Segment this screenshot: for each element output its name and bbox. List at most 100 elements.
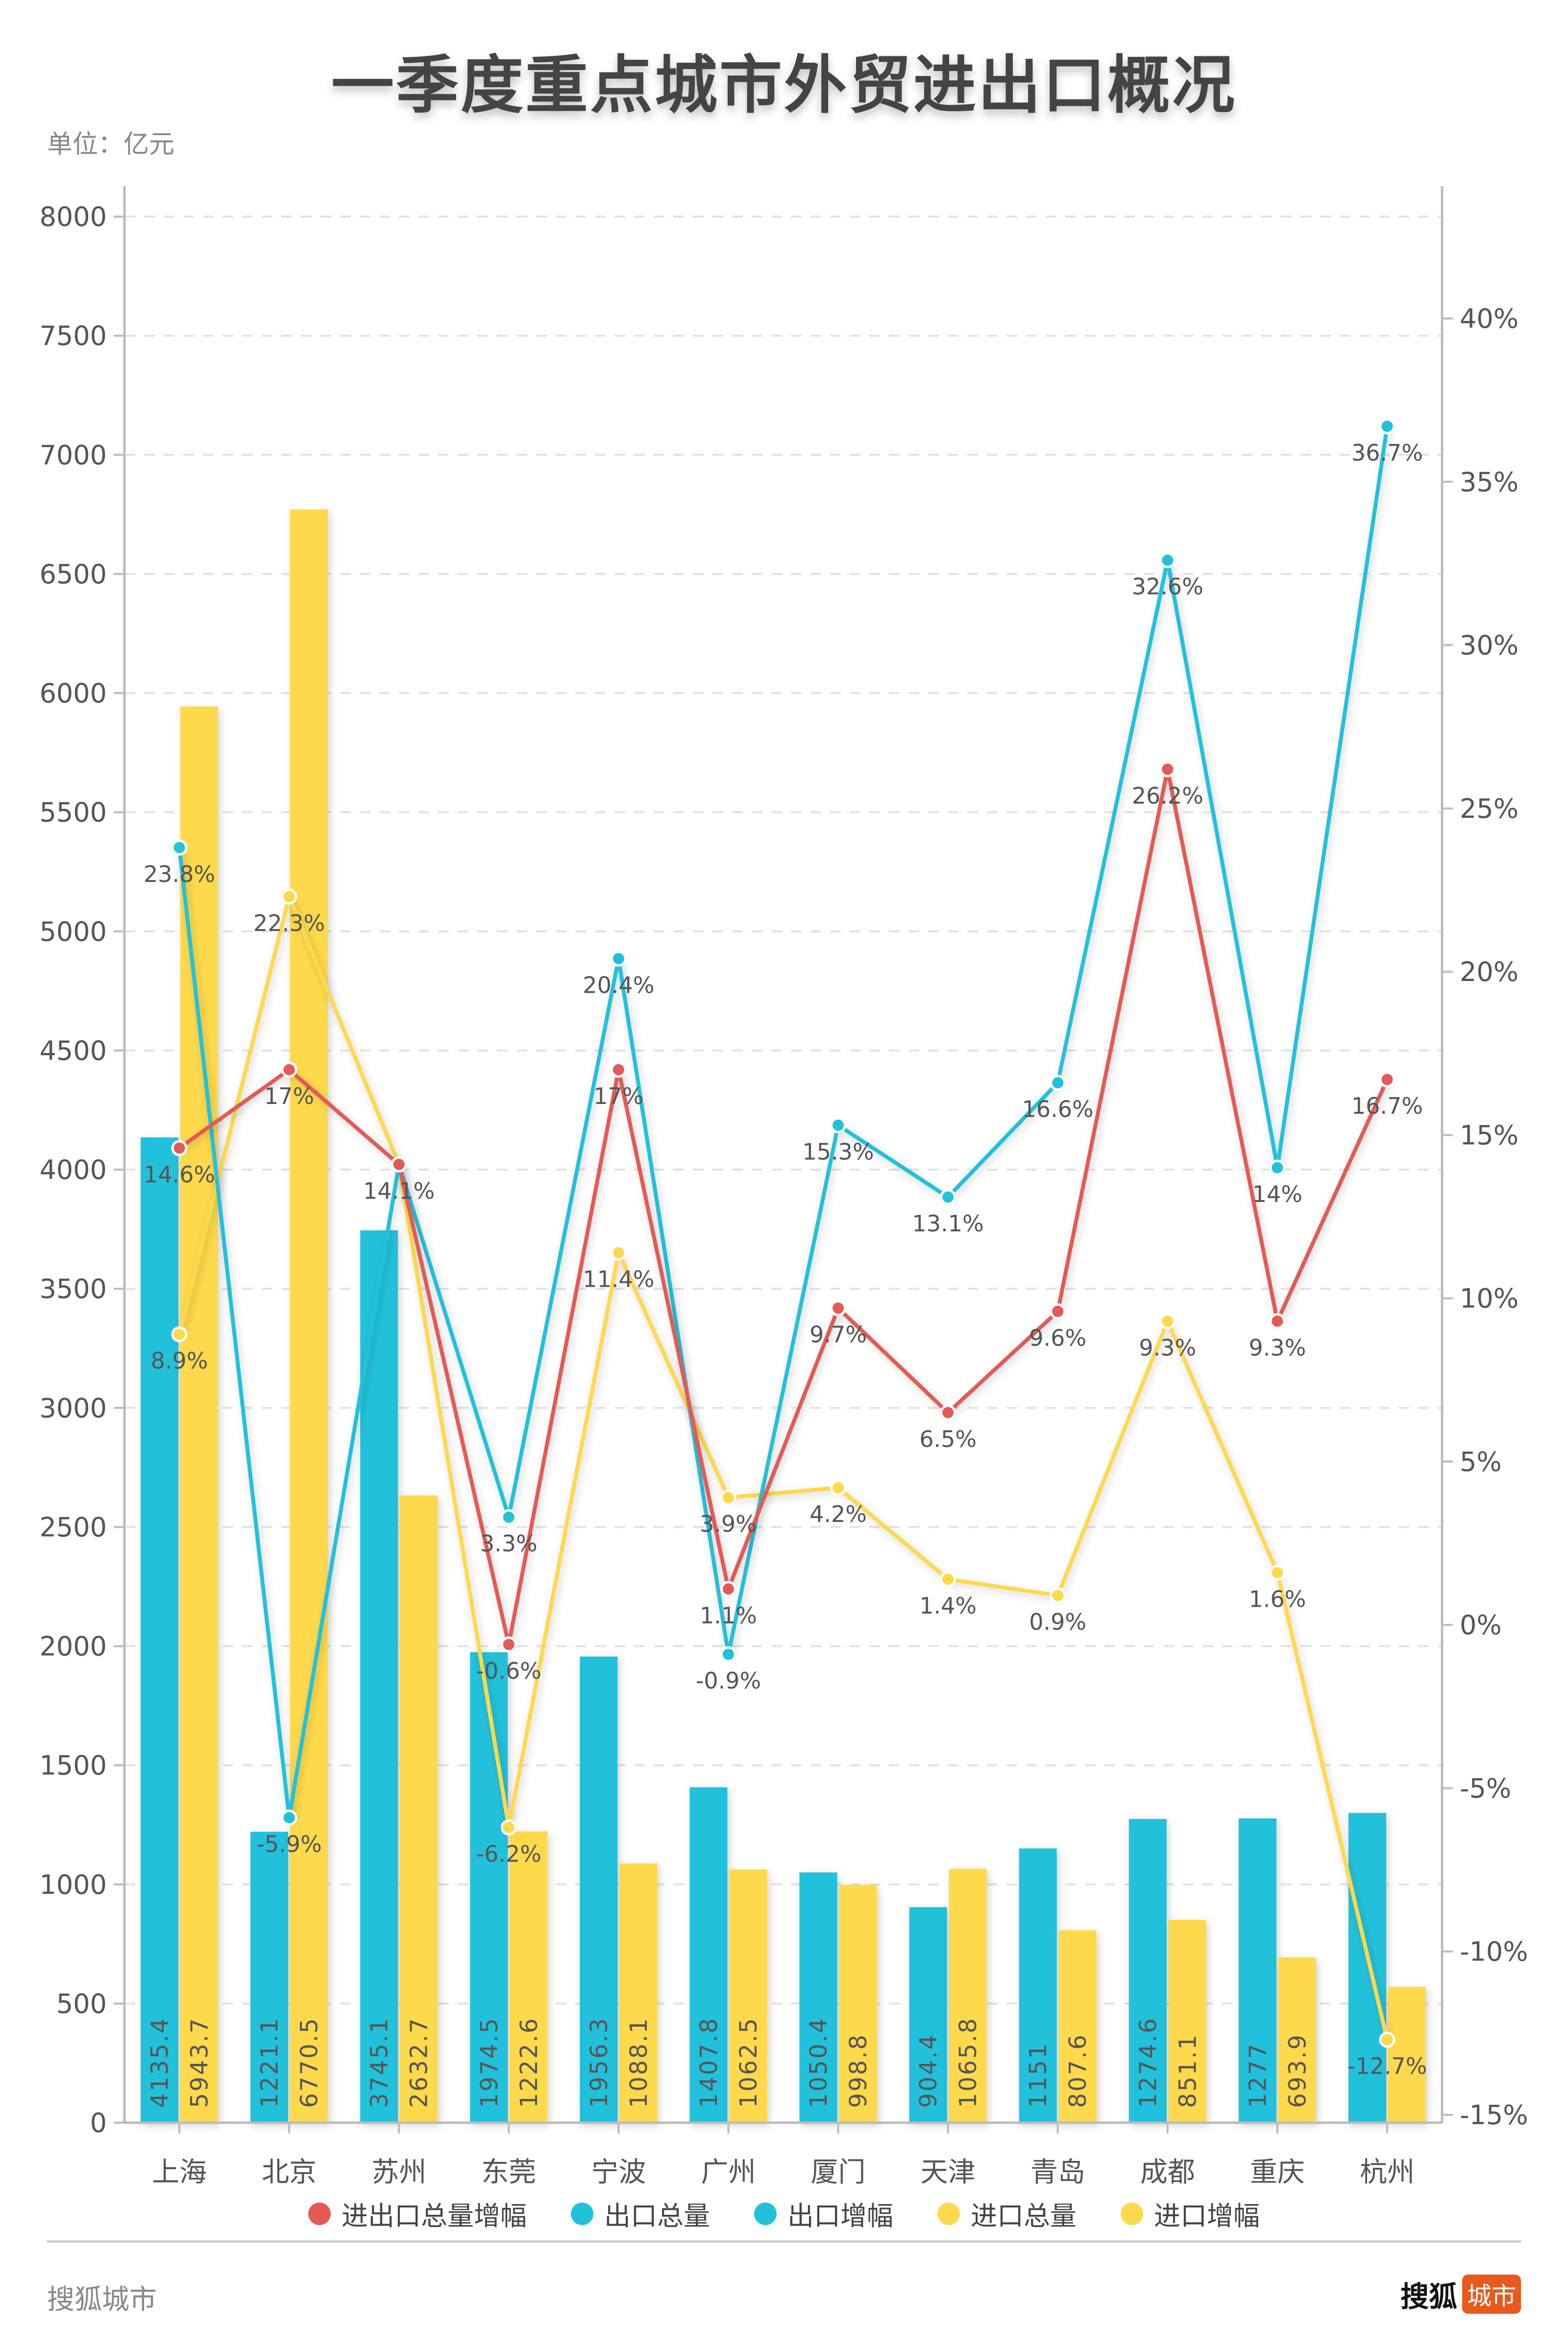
export-growth-point [610, 950, 627, 967]
total-growth-point [1379, 1071, 1396, 1088]
import-growth-value-label: 0.9% [1029, 1609, 1086, 1635]
data-labels: 8.9% 22.3% 14.1% -6.2% 11.4% 3.9% 4.2% 1.4% 0.9%… [144, 440, 1427, 2080]
export-growth-value-label: 36.7% [1351, 440, 1423, 466]
left-axis-tick-label: 7000 [40, 440, 107, 470]
import-growth-value-label: 4.2% [809, 1501, 867, 1527]
import-growth-line [177, 894, 1389, 2040]
import-growth-value-label: 8.9% [151, 1348, 208, 1374]
x-axis-label: 上海 [152, 2156, 207, 2188]
import-growth-point [720, 1489, 736, 1506]
bar-value-label: 1221.1 [256, 2017, 284, 2108]
export-growth-value-label: 13.1% [912, 1210, 984, 1237]
footer-divider [47, 2240, 1521, 2243]
export-growth-value-label: 32.6% [1132, 573, 1203, 600]
export-growth-point [1050, 1075, 1066, 1091]
logo-badge: 城市 [1462, 2275, 1521, 2314]
lines [171, 418, 1396, 2048]
legend-item[interactable]: 出口增幅 [754, 2194, 893, 2233]
total-growth-value-label: 9.6% [1029, 1324, 1086, 1351]
export-total-bar [799, 1872, 837, 2123]
export-growth-value-label: 23.8% [144, 861, 215, 887]
x-axis-label: 广州 [701, 2156, 756, 2188]
legend-label: 进出口总量增幅 [342, 2201, 527, 2231]
bar-value-label: 1062.5 [735, 2017, 762, 2108]
total-growth-point [391, 1156, 407, 1173]
left-axis-tick-label: 500 [56, 1988, 107, 2019]
bar-value-label: 1088.1 [625, 2017, 653, 2108]
total-growth-point [281, 1061, 297, 1078]
left-axis-tick-label: 3000 [40, 1393, 107, 1423]
total-growth-point [720, 1581, 736, 1597]
export-total-bar [909, 1907, 947, 2123]
export-total-bar [580, 1656, 618, 2123]
legend-dot-icon [571, 2202, 593, 2225]
x-axis-label: 宁波 [591, 2156, 646, 2188]
export-total-bar [1348, 1813, 1386, 2123]
export-total-bar [1019, 1848, 1057, 2123]
export-growth-value-label: 20.4% [583, 972, 654, 998]
right-axis-tick-label: -10% [1460, 1936, 1528, 1967]
bar-value-label: 851.1 [1174, 2034, 1201, 2108]
left-axis-tick-label: 4000 [40, 1154, 107, 1185]
export-growth-point [1379, 418, 1396, 435]
total-growth-point [1269, 1313, 1286, 1329]
legend-label: 进口增幅 [1154, 2201, 1260, 2231]
total-growth-value-label: 16.7% [1351, 1093, 1423, 1119]
export-growth-value-label: -0.9% [696, 1667, 761, 1694]
right-axis-tick-label: 30% [1460, 630, 1519, 661]
right-axis-tick-label: 20% [1460, 956, 1519, 987]
left-axis-tick-label: 2500 [40, 1512, 107, 1543]
left-axis-tick-label: 1500 [40, 1750, 107, 1781]
bar-value-label: 1956.3 [586, 2017, 613, 2108]
import-total-bar [180, 706, 219, 2123]
import-growth-point [1159, 1313, 1176, 1329]
import-growth-point [940, 1571, 956, 1588]
right-axis-tick-label: -15% [1460, 2100, 1528, 2131]
import-total-bar [290, 509, 328, 2123]
bar-value-label: 1151 [1025, 2042, 1052, 2108]
export-total-bar [1238, 1818, 1276, 2123]
total-growth-point [610, 1061, 627, 1078]
sohu-city-logo: 搜狐 城市 [1400, 2274, 1521, 2315]
export-growth-point [500, 1509, 517, 1525]
source-label: 搜狐城市 [47, 2284, 157, 2316]
unit-label: 单位：亿元 [47, 130, 175, 159]
import-growth-point [1379, 2032, 1396, 2048]
bar-value-label: 1277 [1244, 2042, 1272, 2108]
export-total-bar [470, 1652, 508, 2123]
right-axis-tick-label: -5% [1460, 1773, 1511, 1804]
import-total-bar [949, 1868, 987, 2123]
x-axis-label: 成都 [1140, 2156, 1195, 2188]
left-axis-tick-label: 5500 [40, 797, 107, 828]
import-growth-point [500, 1819, 517, 1836]
import-total-bar [1278, 1957, 1316, 2123]
import-growth-value-label: 1.4% [919, 1592, 977, 1619]
legend-item[interactable]: 进口总量 [937, 2194, 1077, 2233]
total-growth-point [1050, 1303, 1066, 1320]
bar-value-label: 1407.8 [695, 2017, 723, 2108]
legend-item[interactable]: 进出口总量增幅 [308, 2194, 527, 2233]
right-axis-tick-label: 25% [1460, 793, 1519, 824]
import-growth-value-label: 11.4% [583, 1266, 654, 1292]
import-growth-value-label: 14.1% [363, 1177, 435, 1204]
left-axis-tick-label: 4500 [40, 1035, 107, 1066]
export-total-bar [141, 1137, 179, 2123]
total-growth-value-label: 17% [264, 1083, 314, 1109]
legend-dot-icon [754, 2202, 777, 2225]
x-axis-label: 青岛 [1030, 2156, 1085, 2188]
total-growth-point [830, 1300, 847, 1317]
import-growth-value-label: -6.2% [476, 1840, 541, 1867]
left-axis-tick-label: 6500 [40, 559, 107, 589]
bars: 4135.4 1221.1 3745.1 1974.5 1956.3 1407.8 1050… [141, 509, 1426, 2123]
total-growth-value-label: 9.3% [1249, 1334, 1306, 1361]
import-total-bar [619, 1863, 658, 2123]
legend-item[interactable]: 出口总量 [571, 2194, 710, 2233]
export-growth-value-label: 16.6% [1022, 1096, 1094, 1123]
import-growth-value-label: 22.3% [253, 910, 325, 936]
legend-item[interactable]: 进口增幅 [1121, 2194, 1260, 2233]
import-total-bar [1388, 1986, 1426, 2123]
gridlines [124, 216, 1442, 2005]
export-growth-line [177, 426, 1389, 1820]
total-growth-value-label: 1.1% [700, 1602, 757, 1629]
export-growth-point [1159, 552, 1176, 568]
